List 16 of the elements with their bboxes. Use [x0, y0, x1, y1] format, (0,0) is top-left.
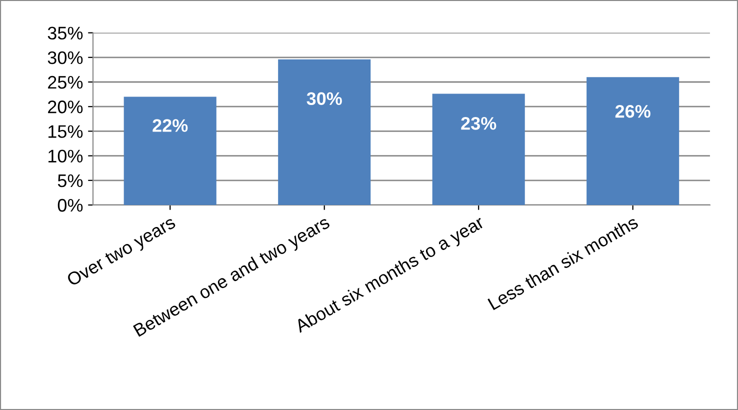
- data-label: 23%: [461, 117, 496, 130]
- y-tick-label: 5%: [58, 174, 83, 188]
- bar: [124, 96, 216, 205]
- y-tick-label: 30%: [48, 51, 83, 64]
- y-tick-label: 10%: [48, 150, 83, 163]
- y-tick-label: 15%: [48, 125, 83, 138]
- data-label: 30%: [306, 92, 342, 106]
- bar: [278, 59, 371, 205]
- bar: [432, 94, 525, 205]
- data-label: 26%: [615, 104, 650, 118]
- data-label: 22%: [152, 119, 188, 132]
- y-tick-label: 35%: [48, 26, 83, 40]
- y-tick-label: 0%: [58, 198, 83, 212]
- bar: [586, 77, 680, 205]
- y-tick-label: 25%: [48, 76, 83, 89]
- y-tick-label: 20%: [48, 100, 83, 114]
